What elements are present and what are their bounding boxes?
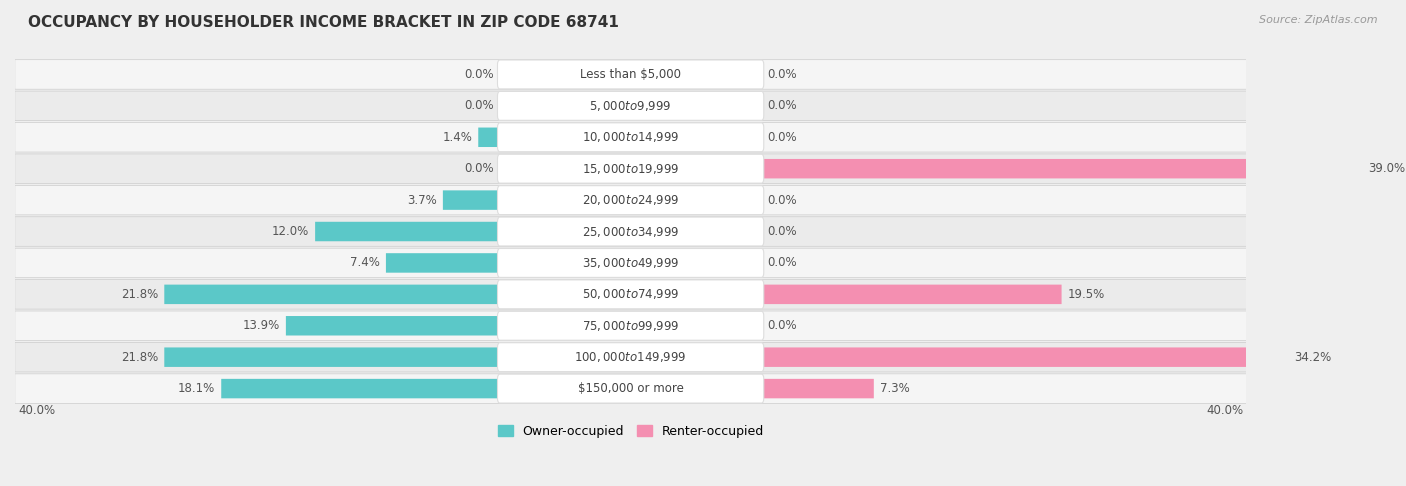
FancyBboxPatch shape [478, 127, 499, 147]
FancyBboxPatch shape [498, 91, 763, 121]
Text: 0.0%: 0.0% [464, 162, 494, 175]
FancyBboxPatch shape [762, 347, 1288, 367]
FancyBboxPatch shape [221, 379, 499, 399]
Text: 40.0%: 40.0% [1206, 404, 1243, 417]
Text: Less than $5,000: Less than $5,000 [581, 68, 681, 81]
FancyBboxPatch shape [443, 191, 499, 210]
Text: 0.0%: 0.0% [768, 131, 797, 144]
Legend: Owner-occupied, Renter-occupied: Owner-occupied, Renter-occupied [492, 420, 769, 443]
Text: 0.0%: 0.0% [464, 99, 494, 112]
FancyBboxPatch shape [498, 248, 763, 278]
Text: $20,000 to $24,999: $20,000 to $24,999 [582, 193, 679, 207]
FancyBboxPatch shape [498, 123, 763, 152]
Text: Source: ZipAtlas.com: Source: ZipAtlas.com [1260, 15, 1378, 25]
Text: 1.4%: 1.4% [443, 131, 472, 144]
FancyBboxPatch shape [385, 253, 499, 273]
Text: 0.0%: 0.0% [768, 257, 797, 269]
FancyBboxPatch shape [15, 374, 1247, 403]
FancyBboxPatch shape [15, 122, 1247, 152]
FancyBboxPatch shape [15, 279, 1247, 309]
FancyBboxPatch shape [498, 280, 763, 309]
Text: 0.0%: 0.0% [768, 319, 797, 332]
Text: 34.2%: 34.2% [1294, 351, 1331, 364]
FancyBboxPatch shape [15, 248, 1247, 278]
Text: 13.9%: 13.9% [242, 319, 280, 332]
Text: 0.0%: 0.0% [768, 193, 797, 207]
FancyBboxPatch shape [498, 217, 763, 246]
Text: 18.1%: 18.1% [177, 382, 215, 395]
Text: 40.0%: 40.0% [18, 404, 55, 417]
FancyBboxPatch shape [498, 374, 763, 403]
Text: 0.0%: 0.0% [768, 99, 797, 112]
Text: $25,000 to $34,999: $25,000 to $34,999 [582, 225, 679, 239]
Text: $5,000 to $9,999: $5,000 to $9,999 [589, 99, 672, 113]
Text: 7.4%: 7.4% [350, 257, 380, 269]
FancyBboxPatch shape [762, 159, 1361, 178]
Text: 3.7%: 3.7% [406, 193, 437, 207]
Text: 0.0%: 0.0% [768, 225, 797, 238]
FancyBboxPatch shape [498, 186, 763, 214]
Text: $150,000 or more: $150,000 or more [578, 382, 683, 395]
Text: $75,000 to $99,999: $75,000 to $99,999 [582, 319, 679, 333]
FancyBboxPatch shape [15, 154, 1247, 183]
Text: 19.5%: 19.5% [1067, 288, 1105, 301]
FancyBboxPatch shape [762, 285, 1062, 304]
FancyBboxPatch shape [15, 343, 1247, 372]
FancyBboxPatch shape [15, 91, 1247, 121]
FancyBboxPatch shape [762, 379, 873, 399]
Text: $35,000 to $49,999: $35,000 to $49,999 [582, 256, 679, 270]
Text: OCCUPANCY BY HOUSEHOLDER INCOME BRACKET IN ZIP CODE 68741: OCCUPANCY BY HOUSEHOLDER INCOME BRACKET … [28, 15, 619, 30]
FancyBboxPatch shape [165, 285, 499, 304]
Text: $10,000 to $14,999: $10,000 to $14,999 [582, 130, 679, 144]
FancyBboxPatch shape [498, 312, 763, 340]
FancyBboxPatch shape [498, 154, 763, 183]
FancyBboxPatch shape [498, 343, 763, 372]
FancyBboxPatch shape [315, 222, 499, 241]
FancyBboxPatch shape [15, 185, 1247, 215]
Text: 0.0%: 0.0% [768, 68, 797, 81]
FancyBboxPatch shape [15, 217, 1247, 246]
FancyBboxPatch shape [15, 311, 1247, 341]
FancyBboxPatch shape [498, 60, 763, 89]
Text: 12.0%: 12.0% [271, 225, 309, 238]
Text: 39.0%: 39.0% [1368, 162, 1405, 175]
Text: $50,000 to $74,999: $50,000 to $74,999 [582, 287, 679, 301]
Text: 21.8%: 21.8% [121, 288, 157, 301]
Text: $100,000 to $149,999: $100,000 to $149,999 [575, 350, 688, 364]
Text: 7.3%: 7.3% [880, 382, 910, 395]
FancyBboxPatch shape [15, 60, 1247, 89]
FancyBboxPatch shape [165, 347, 499, 367]
FancyBboxPatch shape [285, 316, 499, 335]
Text: 21.8%: 21.8% [121, 351, 157, 364]
Text: 0.0%: 0.0% [464, 68, 494, 81]
Text: $15,000 to $19,999: $15,000 to $19,999 [582, 162, 679, 176]
